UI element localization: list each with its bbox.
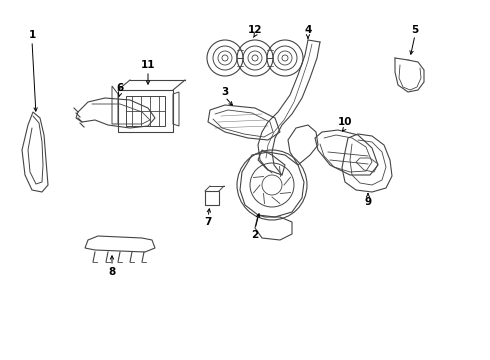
Text: 10: 10: [338, 117, 352, 127]
Text: 1: 1: [28, 30, 36, 40]
Text: 2: 2: [251, 230, 259, 240]
Text: 5: 5: [412, 25, 418, 35]
Text: 6: 6: [117, 83, 123, 93]
Text: 7: 7: [204, 217, 212, 227]
Text: 12: 12: [248, 25, 262, 35]
Text: 4: 4: [304, 25, 312, 35]
Text: 3: 3: [221, 87, 229, 97]
Text: 8: 8: [108, 267, 116, 277]
Text: 11: 11: [141, 60, 155, 70]
Text: 9: 9: [365, 197, 371, 207]
